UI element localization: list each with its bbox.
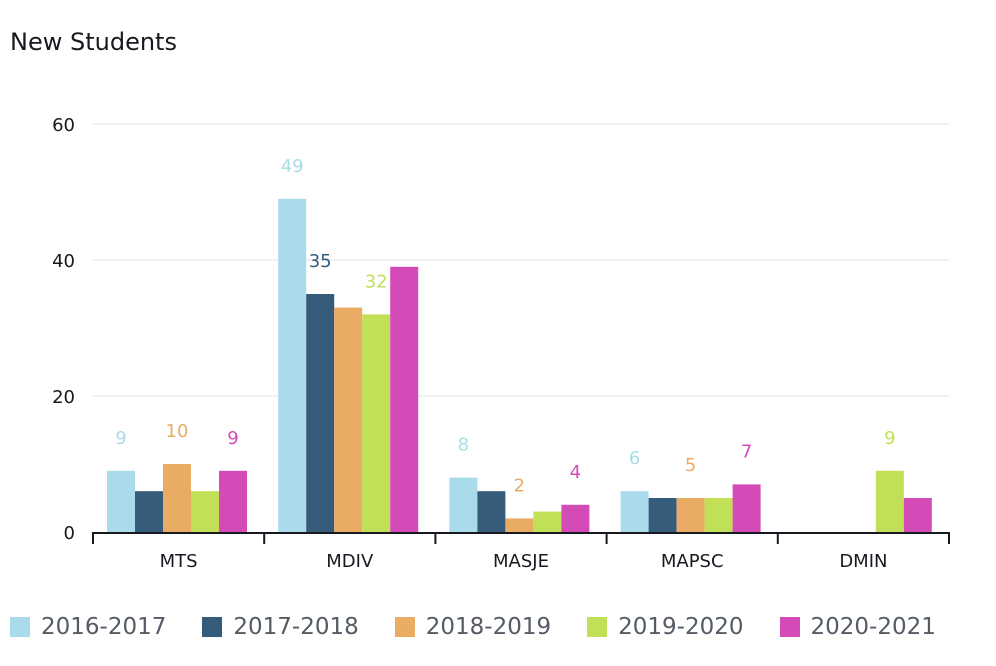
bar [191, 491, 219, 532]
legend-item-2016-2017[interactable]: 2016-2017 [10, 614, 166, 640]
legend-label: 2020-2021 [810, 614, 936, 640]
legend-swatch [202, 617, 223, 637]
data-label: 49 [281, 156, 304, 177]
data-label: 6 [629, 448, 640, 469]
data-label: 5 [685, 455, 696, 476]
data-label: 7 [741, 441, 752, 462]
bar [107, 470, 135, 532]
data-label: 10 [166, 421, 189, 442]
bar [390, 266, 419, 532]
bar [306, 294, 335, 532]
data-label: 32 [365, 271, 388, 292]
legend-swatch [779, 617, 800, 637]
data-label: 4 [570, 462, 581, 483]
y-tick-label: 60 [52, 115, 75, 136]
legend-label: 2016-2017 [41, 614, 167, 640]
legend-label: 2018-2019 [425, 614, 552, 640]
data-label: 9 [115, 428, 126, 449]
bar [533, 511, 562, 532]
legend-item-2019-2020[interactable]: 2019-2020 [587, 614, 744, 640]
bar [278, 198, 307, 533]
legend-label: 2019-2020 [618, 614, 744, 640]
bar [561, 504, 590, 532]
data-label: 9 [884, 428, 895, 449]
legend-item-2018-2019[interactable]: 2018-2019 [394, 614, 552, 640]
data-label: 35 [309, 251, 332, 272]
bar [362, 314, 391, 532]
data-label: 2 [514, 475, 525, 496]
y-tick-label: 40 [52, 251, 75, 272]
legend-swatch [10, 617, 30, 637]
legend-item-2020-2021[interactable]: 2020-2021 [779, 614, 936, 640]
bar [676, 498, 705, 532]
x-tick-label: MDIV [326, 551, 374, 572]
data-label: 8 [458, 435, 469, 456]
bar [648, 498, 677, 532]
bar [620, 491, 649, 532]
bar [334, 307, 363, 532]
legend-label: 2017-2018 [233, 614, 359, 640]
bar [732, 484, 761, 532]
bar [505, 518, 534, 532]
bar [449, 477, 478, 532]
x-tick-label: DMIN [839, 551, 887, 572]
y-tick-label: 20 [52, 387, 75, 408]
bar [875, 470, 904, 532]
bar [903, 498, 932, 532]
y-tick-label: 0 [64, 523, 75, 544]
bar [163, 464, 191, 532]
bar [219, 470, 247, 532]
x-tick-label: MASJE [493, 551, 549, 572]
chart-title: New Students [10, 28, 177, 56]
bar [135, 491, 163, 532]
legend-swatch [587, 617, 608, 637]
data-label: 9 [227, 428, 238, 449]
legend-swatch [394, 617, 415, 637]
legend-item-2017-2018[interactable]: 2017-2018 [202, 614, 359, 640]
bar [704, 498, 733, 532]
legend: 2016-2017 2017-2018 2018-2019 2019-2020 … [10, 614, 972, 640]
x-tick-label: MTS [160, 551, 198, 572]
x-tick-label: MAPSC [661, 551, 724, 572]
bar [477, 491, 506, 532]
